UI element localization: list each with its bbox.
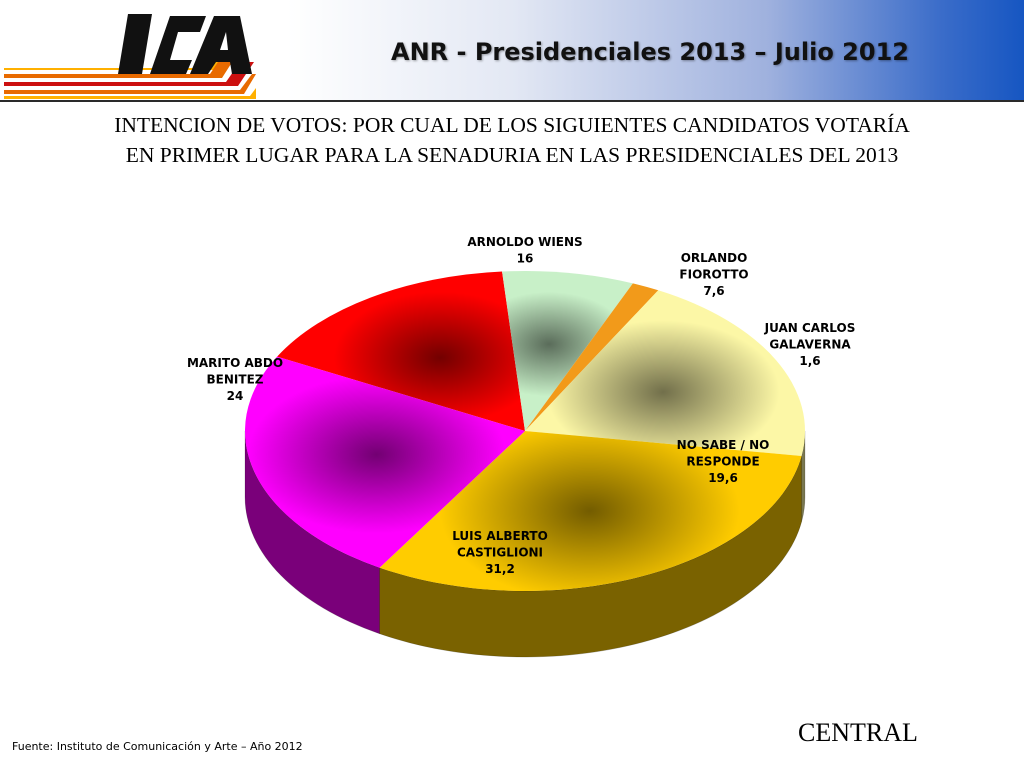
region-label: CENTRAL (798, 718, 918, 747)
slice-name-label: GALAVERNA (769, 338, 851, 352)
slice-label: ORLANDO FIOROTTO 7,6 (679, 251, 748, 298)
chart-question-line-1: INTENCION DE VOTOS: POR CUAL DE LOS SIGU… (114, 113, 910, 137)
slice-name-label: ARNOLDO WIENS (467, 235, 582, 249)
pie-slice (525, 283, 659, 431)
pie-slice-shading (439, 431, 740, 591)
chart-question-line-2: EN PRIMER LUGAR PARA LA SENADURIA EN LAS… (125, 143, 899, 167)
slice-name-label: JUAN CARLOS (764, 321, 856, 335)
slice-name-label: CASTIGLIONI (457, 546, 543, 560)
slice-name-label: NO SABE / NO (677, 438, 770, 452)
slice-label: NO SABE / NO RESPONDE 19,6 (677, 438, 770, 485)
page-title: ANR - Presidenciales 2013 – Julio 2012 (391, 38, 909, 66)
slice-name-label: RESPONDE (686, 455, 759, 469)
slice-name-label: ORLANDO (681, 251, 748, 265)
slice-value-label: 1,6 (799, 354, 820, 368)
source-note: Fuente: Instituto de Comunicación y Arte… (12, 740, 303, 753)
slice-value-label: 31,2 (485, 562, 515, 576)
slice-name-label: LUIS ALBERTO (452, 529, 548, 543)
pie-slice-shading (546, 320, 780, 456)
slice-name-label: FIOROTTO (679, 268, 748, 282)
slice-label: LUIS ALBERTO CASTIGLIONI 31,2 (452, 529, 548, 576)
slice-label: ARNOLDO WIENS 16 (467, 235, 582, 266)
slice-name-label: MARITO ABDO (187, 356, 283, 370)
chart-question: INTENCION DE VOTOS: POR CUAL DE LOS SIGU… (20, 110, 1004, 170)
slice-value-label: 24 (227, 389, 244, 403)
ica-logo (4, 14, 256, 99)
header-divider (0, 100, 1024, 102)
slice-value-label: 19,6 (708, 471, 738, 485)
slice-label: JUAN CARLOS GALAVERNA 1,6 (764, 321, 856, 368)
slice-name-label: BENITEZ (207, 373, 264, 387)
slice-value-label: 16 (517, 252, 534, 266)
pie-slice-shading (247, 375, 506, 534)
logo-letters (118, 14, 252, 74)
slice-value-label: 7,6 (703, 284, 724, 298)
slice-label: MARITO ABDO BENITEZ 24 (187, 356, 283, 403)
logo-stripes (4, 56, 256, 99)
